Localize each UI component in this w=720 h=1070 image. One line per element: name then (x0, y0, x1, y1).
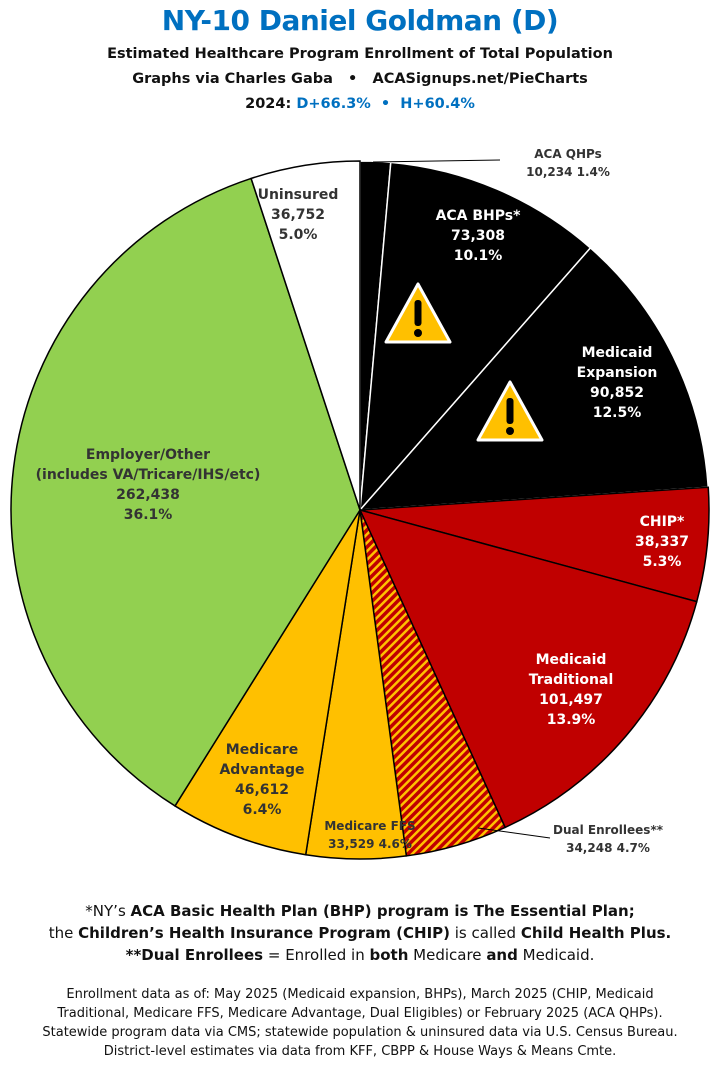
slice-medicaid-traditional (358, 508, 698, 829)
label-medicaid-expansion: Medicaid Expansion 90,852 12.5% (576, 345, 658, 421)
label-medicare-advantage: Medicare Advantage 46,612 6.4% (219, 742, 305, 818)
warning-icon (384, 282, 452, 344)
label-aca-bhps: ACA BHPs* 73,308 10.1% (435, 208, 521, 264)
slice-medicare-advantage (173, 509, 361, 856)
label-medicaid-traditional: Medicaid Traditional 101,497 13.9% (528, 652, 614, 728)
label-employer: Employer/Other (includes VA/Tricare/IHS/e… (35, 447, 261, 523)
pvi-line: 2024: D+66.3% • H+60.4% (245, 96, 475, 112)
footnotes: *NY’s ACA Basic Health Plan (BHP) progra… (48, 902, 672, 964)
label-aca-qhps: ACA QHPs 10,234 1.4% (526, 147, 610, 179)
slice-uninsured (250, 160, 361, 511)
label-uninsured: Uninsured 36,752 5.0% (257, 187, 339, 243)
leader-line-dual (477, 827, 551, 839)
warning-icon (476, 380, 544, 442)
slice-aca-bhps (359, 161, 592, 513)
pvi: D+66.3% • H+60.4% (296, 96, 475, 112)
chart-subtitle: Estimated Healthcare Program Enrollment … (107, 46, 613, 62)
slice-employer-other (10, 177, 361, 807)
leader-line-qhps (372, 159, 501, 163)
label-dual-enrollees: Dual Enrollees** 34,248 4.7% (553, 823, 663, 855)
source-notes: Enrollment data as of: May 2025 (Medicai… (42, 987, 678, 1059)
label-medicare-ffs: Medicare FFS 33,529 4.6% (324, 819, 416, 851)
label-chip: CHIP* 38,337 5.3% (634, 514, 690, 570)
chart-title: NY-10 Daniel Goldman (D) (161, 4, 559, 37)
credit: Graphs via Charles Gaba • ACASignups.net… (132, 71, 588, 87)
slice-medicaid-expansion (358, 246, 710, 511)
